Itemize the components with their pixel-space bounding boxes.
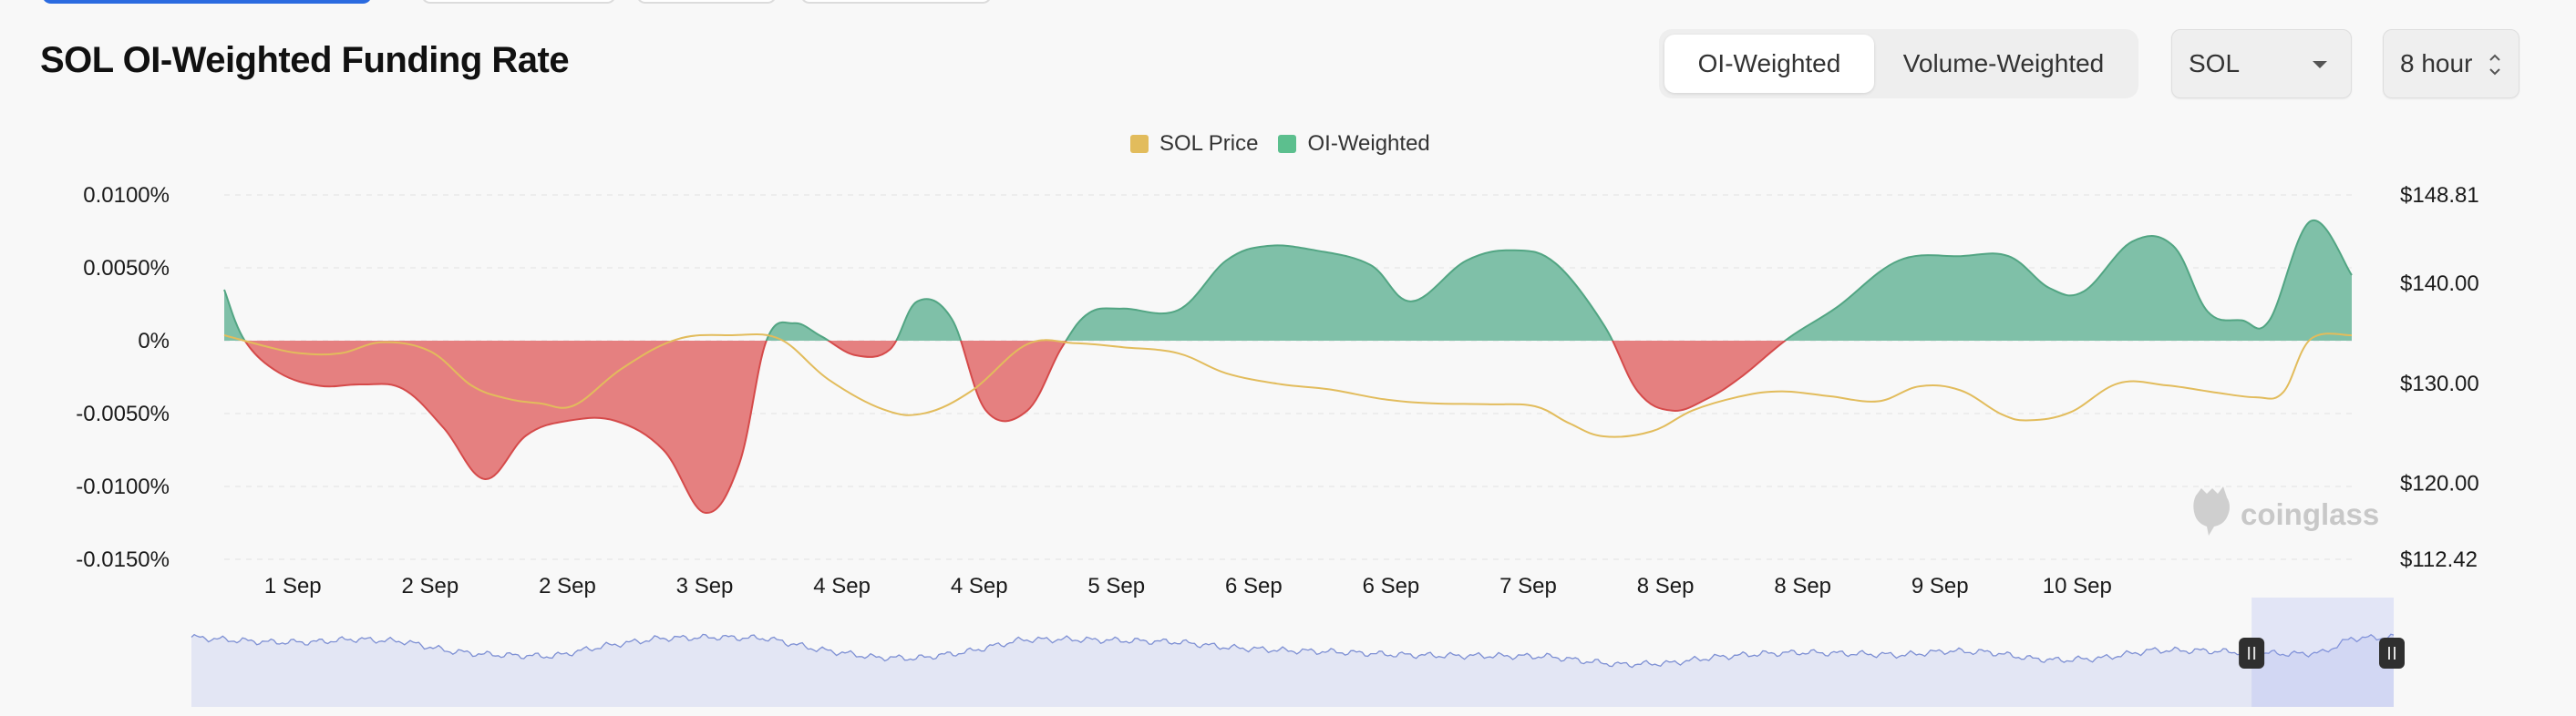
handle-grip [2239,638,2265,669]
negative-funding-area [224,341,2352,514]
y-right-tick-label: $148.81 [2400,183,2479,208]
legend-item-oi-weighted[interactable]: OI-Weighted [1278,131,1430,157]
y-left-tick-label: -0.0150% [76,547,170,572]
positive-funding-line [223,220,2353,341]
x-tick-label: 4 Sep [951,574,1008,598]
x-tick-label: 4 Sep [813,574,871,598]
y-left-tick-label: -0.0100% [76,475,170,499]
legend-swatch-sol-price [1130,135,1149,153]
x-tick-label: 10 Sep [2043,574,2112,598]
y-axis-right: $148.81 $140.00 $130.00 $120.00 $112.42 [2400,183,2479,572]
x-tick-label: 2 Sep [402,574,459,598]
y-right-tick-label: $140.00 [2400,271,2479,296]
x-tick-label: 8 Sep [1637,574,1695,598]
chart-legend: SOL Price OI-Weighted [1130,131,1450,157]
y-left-tick-label: -0.0050% [76,402,170,426]
y-axis-left: 0.0100% 0.0050% 0% -0.0050% -0.0100% -0.0150% [76,183,170,572]
negative-funding-line [243,341,1788,514]
sol-price-line [223,332,2353,438]
page-title: SOL OI-Weighted Funding Rate [40,40,570,80]
x-tick-label: 6 Sep [1225,574,1283,598]
navigator-handle-left[interactable] [2239,638,2265,669]
volume-weighted-button[interactable]: Volume-Weighted [1902,49,2105,77]
interval-select-value: 8 hour [2400,49,2473,77]
coin-select[interactable]: SOL [2171,29,2352,98]
x-tick-label: 2 Sep [539,574,596,598]
y-left-tick-label: 0% [138,329,170,353]
x-tick-label: 8 Sep [1774,574,1831,598]
funding-areas [223,220,2353,514]
coin-select-value: SOL [2189,49,2241,77]
up-down-chevron-icon [2489,54,2500,76]
y-right-tick-label: $112.42 [2400,547,2478,572]
x-tick-label: 5 Sep [1087,574,1145,598]
navigator-selection [2251,598,2394,707]
legend-swatch-oi-weighted [1278,135,1297,153]
x-tick-label: 3 Sep [676,574,734,598]
x-tick-label: 9 Sep [1911,574,1969,598]
navigator-series-line [191,633,2395,669]
price-layer [223,332,2353,438]
y-left-tick-label: 0.0050% [83,256,170,281]
x-tick-label: 6 Sep [1363,574,1420,598]
x-tick-label: 7 Sep [1499,574,1557,598]
weighting-toggle: OI-Weighted Volume-Weighted [1659,29,2138,98]
y-left-tick-label: 0.0100% [83,183,170,208]
chevron-down-icon [2313,61,2327,68]
coinglass-logo-icon [2193,486,2230,536]
y-right-tick-label: $130.00 [2400,372,2479,396]
navigator-handle-right[interactable] [2379,638,2405,669]
x-axis: 1 Sep 2 Sep 2 Sep 3 Sep 4 Sep 4 Sep 5 Sep 6 Sep… [264,574,2112,598]
legend-item-sol-price[interactable]: SOL Price [1130,131,1258,157]
interval-select[interactable]: 8 hour [2383,29,2519,98]
coinglass-watermark: coinglass [2193,486,2379,536]
oi-weighted-button[interactable]: OI-Weighted [1664,35,1874,93]
navigator-series-fill [191,634,2394,707]
legend-label-oi-weighted: OI-Weighted [1307,131,1430,156]
range-navigator[interactable] [191,598,2405,707]
x-tick-label: 1 Sep [264,574,322,598]
positive-funding-area [223,220,2353,341]
watermark-text: coinglass [2241,497,2379,531]
y-right-tick-label: $120.00 [2400,472,2479,496]
positive-funding-fill [224,220,2352,341]
handle-grip [2379,638,2405,669]
legend-label-sol-price: SOL Price [1159,131,1259,156]
